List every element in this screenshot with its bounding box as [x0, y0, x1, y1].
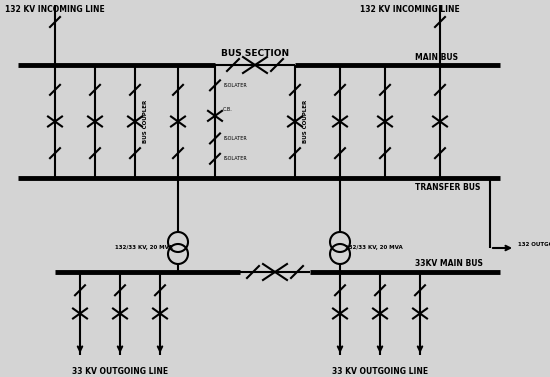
- Text: 132 KV INCOMING LINE: 132 KV INCOMING LINE: [5, 5, 104, 14]
- Text: 132/33 KV, 20 MVA: 132/33 KV, 20 MVA: [345, 245, 403, 250]
- Text: BUS COUPLER: BUS COUPLER: [143, 100, 148, 143]
- Text: 33 KV OUTGOING LINE: 33 KV OUTGOING LINE: [72, 367, 168, 376]
- Text: 33 KV OUTGOING LINE: 33 KV OUTGOING LINE: [332, 367, 428, 376]
- Text: BUS COUPLER: BUS COUPLER: [303, 100, 308, 143]
- Text: C.B.: C.B.: [223, 107, 233, 112]
- Text: ISOLATER: ISOLATER: [223, 156, 247, 161]
- Text: MAIN BUS: MAIN BUS: [415, 52, 458, 61]
- Text: ISOLATER: ISOLATER: [223, 136, 247, 141]
- Text: BUS SECTION: BUS SECTION: [221, 49, 289, 58]
- Text: 132 KV INCOMING LINE: 132 KV INCOMING LINE: [360, 5, 460, 14]
- Text: 132 OUTGOING LINE: 132 OUTGOING LINE: [518, 242, 550, 247]
- Text: TRANSFER BUS: TRANSFER BUS: [415, 184, 480, 193]
- Text: 33KV MAIN BUS: 33KV MAIN BUS: [415, 259, 483, 268]
- Text: 132/33 KV, 20 MVA: 132/33 KV, 20 MVA: [116, 245, 173, 250]
- Text: ISOLATER: ISOLATER: [223, 83, 247, 88]
